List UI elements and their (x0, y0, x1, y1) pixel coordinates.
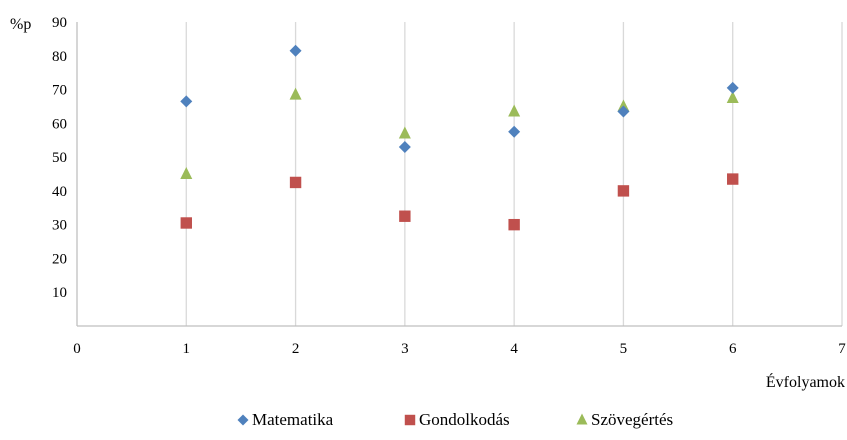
y-tick-label: 90 (52, 15, 67, 31)
data-point-diamond (289, 44, 302, 57)
y-tick-label: 20 (52, 251, 67, 267)
y-tick-label: 40 (52, 184, 67, 200)
data-point-triangle (398, 126, 411, 139)
legend: Matematika Gondolkodás Szövegértés (237, 410, 673, 429)
y-tick-label: 70 (52, 83, 67, 99)
legend-marker-triangle (576, 413, 588, 425)
x-tick-label: 2 (292, 341, 300, 357)
legend-marker-diamond (237, 414, 249, 426)
data-point-diamond (180, 95, 193, 108)
data-point-diamond (617, 105, 630, 118)
legend-label: Matematika (252, 410, 334, 429)
grid-lines (185, 22, 843, 326)
legend-item: Szövegértés (576, 410, 673, 429)
data-point-triangle (617, 99, 630, 112)
x-tick-label: 7 (838, 341, 846, 357)
data-point-square (289, 176, 302, 189)
x-axis-label: Évfolyamok (766, 372, 845, 391)
legend-label: Szövegértés (591, 410, 673, 429)
y-tick-label: 10 (52, 285, 67, 301)
tick-labels: 0 1 2 3 4 5 6 7 10 20 30 40 50 60 70 80 90 (52, 15, 846, 357)
legend-label: Gondolkodás (419, 410, 510, 429)
x-tick-label: 4 (510, 341, 518, 357)
x-tick-label: 5 (620, 341, 628, 357)
axes (76, 22, 842, 327)
y-tick-label: 50 (52, 150, 67, 166)
data-point-diamond (726, 81, 739, 94)
legend-item: Gondolkodás (404, 410, 510, 429)
data-point-triangle (180, 167, 193, 179)
y-tick-label: 80 (52, 49, 67, 65)
data-point-triangle (508, 104, 521, 117)
data-points (180, 44, 739, 231)
x-tick-label: 1 (183, 341, 191, 357)
y-axis-label: %p (10, 16, 31, 33)
x-tick-label: 0 (73, 341, 81, 357)
data-point-square (727, 173, 739, 185)
legend-marker-square (404, 414, 416, 426)
x-tick-label: 3 (401, 341, 409, 357)
data-point-diamond (508, 125, 521, 138)
data-point-triangle (726, 91, 739, 103)
data-point-diamond (398, 140, 411, 153)
data-point-square (399, 210, 411, 222)
x-tick-label: 6 (729, 341, 737, 357)
data-point-square (617, 185, 630, 197)
data-point-triangle (289, 87, 302, 100)
data-point-square (508, 218, 520, 231)
legend-item: Matematika (237, 410, 334, 429)
data-point-square (180, 217, 192, 229)
y-tick-label: 60 (52, 116, 67, 132)
y-tick-label: 30 (52, 218, 67, 234)
